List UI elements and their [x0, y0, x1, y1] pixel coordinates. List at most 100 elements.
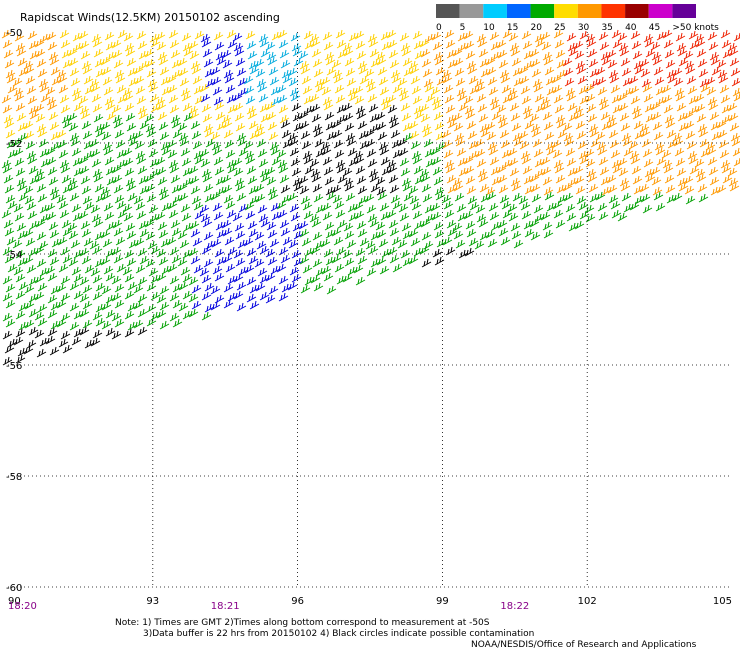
wind-barb: [321, 265, 332, 275]
wind-barb: [641, 138, 652, 148]
wind-barb: [325, 56, 336, 66]
wind-barb: [707, 31, 718, 41]
wind-barb: [50, 301, 61, 311]
wind-barb: [159, 301, 170, 311]
wind-barb: [180, 147, 191, 157]
wind-barb: [323, 101, 334, 111]
wind-barb: [573, 165, 584, 175]
wind-barb: [705, 141, 716, 151]
wind-barb: [221, 114, 232, 124]
wind-barb: [387, 39, 398, 49]
wind-barb: [663, 39, 674, 49]
wind-barb: [640, 128, 651, 138]
wind-barb: [277, 209, 288, 219]
wind-barb: [135, 85, 146, 95]
wind-barb: [139, 185, 150, 195]
wind-barb: [335, 29, 346, 39]
legend-label: 10: [483, 23, 495, 33]
wind-barb: [50, 320, 61, 330]
wind-barb: [433, 176, 444, 186]
wind-barb: [62, 254, 73, 264]
wind-barb: [546, 86, 557, 96]
wind-barb: [192, 75, 203, 85]
wind-barb: [158, 229, 169, 239]
wind-barb: [235, 57, 246, 67]
wind-barb: [204, 303, 215, 313]
wind-barb: [628, 75, 639, 85]
wind-barb: [36, 58, 47, 68]
wind-barb: [435, 66, 446, 76]
wind-barb: [25, 140, 36, 150]
wind-barb: [280, 184, 291, 194]
wind-barb: [2, 246, 13, 256]
wind-barb: [368, 38, 379, 48]
wind-barb: [540, 96, 551, 106]
legend-label: >50 knots: [672, 23, 719, 33]
wind-barb: [313, 128, 324, 138]
wind-barb: [357, 255, 368, 265]
wind-barb: [12, 77, 23, 87]
wind-barb: [331, 119, 342, 129]
wind-barb: [71, 266, 82, 276]
wind-barb: [576, 130, 587, 140]
wind-barb: [204, 128, 215, 138]
wind-barb: [353, 264, 364, 274]
wind-barb: [188, 293, 199, 303]
wind-barb: [610, 84, 621, 94]
wind-barb: [47, 327, 58, 337]
wind-barb: [386, 29, 397, 39]
wind-barb: [249, 300, 260, 310]
wind-barb: [411, 150, 422, 160]
wind-barb: [135, 264, 146, 274]
wind-barb: [145, 258, 156, 268]
wind-barb: [244, 264, 255, 274]
wind-barb: [353, 150, 364, 160]
wind-barb: [15, 310, 26, 320]
wind-barb: [469, 201, 480, 211]
wind-barb: [293, 57, 304, 67]
wind-barb: [663, 164, 674, 174]
wind-barb: [488, 86, 499, 96]
wind-barb: [266, 176, 277, 186]
wind-barb: [310, 168, 321, 178]
wind-barb: [545, 76, 556, 86]
wind-barb: [300, 195, 311, 205]
wind-barb: [265, 166, 276, 176]
wind-barb: [5, 318, 16, 328]
wind-barb: [697, 58, 708, 68]
wind-barb: [126, 122, 137, 132]
wind-barb: [487, 141, 498, 151]
wind-barb: [201, 311, 212, 321]
wind-barb: [356, 50, 367, 60]
wind-barb: [595, 131, 606, 141]
wind-barb: [556, 59, 567, 69]
wind-barb: [672, 67, 683, 77]
wind-barb: [532, 78, 543, 88]
wind-barb: [310, 274, 321, 284]
wind-barb: [655, 86, 666, 96]
wind-barb: [357, 60, 368, 70]
wind-barb: [508, 157, 519, 167]
wind-barb: [300, 65, 311, 75]
wind-barb: [664, 174, 675, 184]
wind-barb: [342, 273, 353, 283]
wind-barb: [101, 131, 112, 141]
wind-barb: [562, 57, 573, 67]
chart-title: Rapidscat Winds(12.5KM) 20150102 ascendi…: [20, 11, 280, 24]
wind-barb: [28, 326, 39, 336]
x-tick-label: 93: [146, 596, 159, 607]
wind-barb: [293, 230, 304, 240]
wind-barb: [56, 299, 67, 309]
wind-barb: [413, 165, 424, 175]
wind-barb: [181, 212, 192, 222]
wind-barb: [498, 59, 509, 69]
wind-barb: [629, 150, 640, 160]
wind-barb: [267, 229, 278, 239]
wind-barb: [346, 137, 357, 147]
wind-barb: [312, 183, 323, 193]
wind-barb: [518, 130, 529, 140]
wind-barb: [139, 255, 150, 265]
wind-barb: [127, 321, 138, 331]
wind-barb: [598, 211, 609, 221]
